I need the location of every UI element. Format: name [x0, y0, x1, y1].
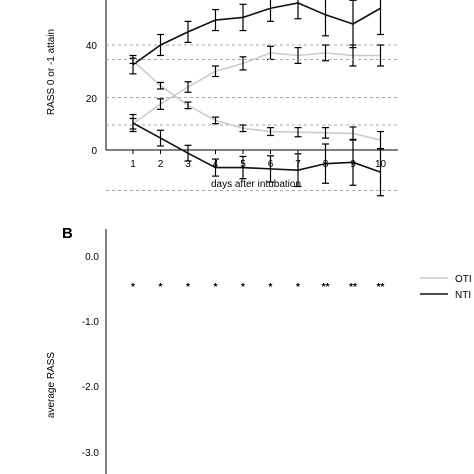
panel-a: 0 20 40 RASS 0 or -1 attain days after i… [46, 0, 398, 190]
panel-b-y-tick-m2: -2.0 [82, 382, 100, 393]
panel-b: B 0.0 -1.0 -2.0 -3.0 average RASS * * * * * *… [46, 57, 472, 474]
significance-marker-day-3: * [186, 282, 190, 293]
panel-a-y-axis-label: RASS 0 or -1 attain [46, 29, 57, 115]
panel-a-otb-line [132, 52, 381, 125]
panel-a-x-tick-3: 3 [185, 159, 191, 170]
significance-marker-day-1: * [131, 282, 135, 293]
significance-marker-day-9: ** [349, 282, 357, 293]
significance-marker-day-2: * [159, 282, 163, 293]
panel-b-y-tick-m3: -3.0 [82, 448, 100, 459]
significance-marker-day-8: ** [322, 282, 330, 293]
panel-a-y-tick-20: 20 [86, 94, 98, 105]
significance-marker-day-6: * [269, 282, 273, 293]
panel-a-x-tick-2: 2 [158, 159, 164, 170]
panel-b-ntb-line [132, 122, 381, 173]
legend-oti-label: OTI [455, 274, 472, 285]
legend: OTI NTI [420, 274, 472, 301]
panel-a-y-tick-0: 0 [91, 146, 97, 157]
panel-b-y-tick-m1: -1.0 [82, 317, 100, 328]
panel-b-label: B [62, 225, 73, 242]
significance-marker-day-10: ** [377, 282, 385, 293]
significance-marker-day-4: * [214, 282, 218, 293]
panel-b-otb-line [132, 60, 381, 141]
panel-a-ntb-line [132, 2, 381, 66]
legend-nti-label: NTI [455, 290, 471, 301]
panel-a-x-axis-label: days after intubation [211, 179, 301, 190]
panel-b-y-axis-label: average RASS [46, 352, 57, 418]
significance-marker-day-5: * [241, 282, 245, 293]
panel-a-x-tick-1: 1 [130, 159, 136, 170]
panel-b-y-tick-0: 0.0 [85, 252, 99, 263]
panel-a-y-tick-40: 40 [86, 41, 98, 52]
significance-marker-day-7: * [296, 282, 300, 293]
